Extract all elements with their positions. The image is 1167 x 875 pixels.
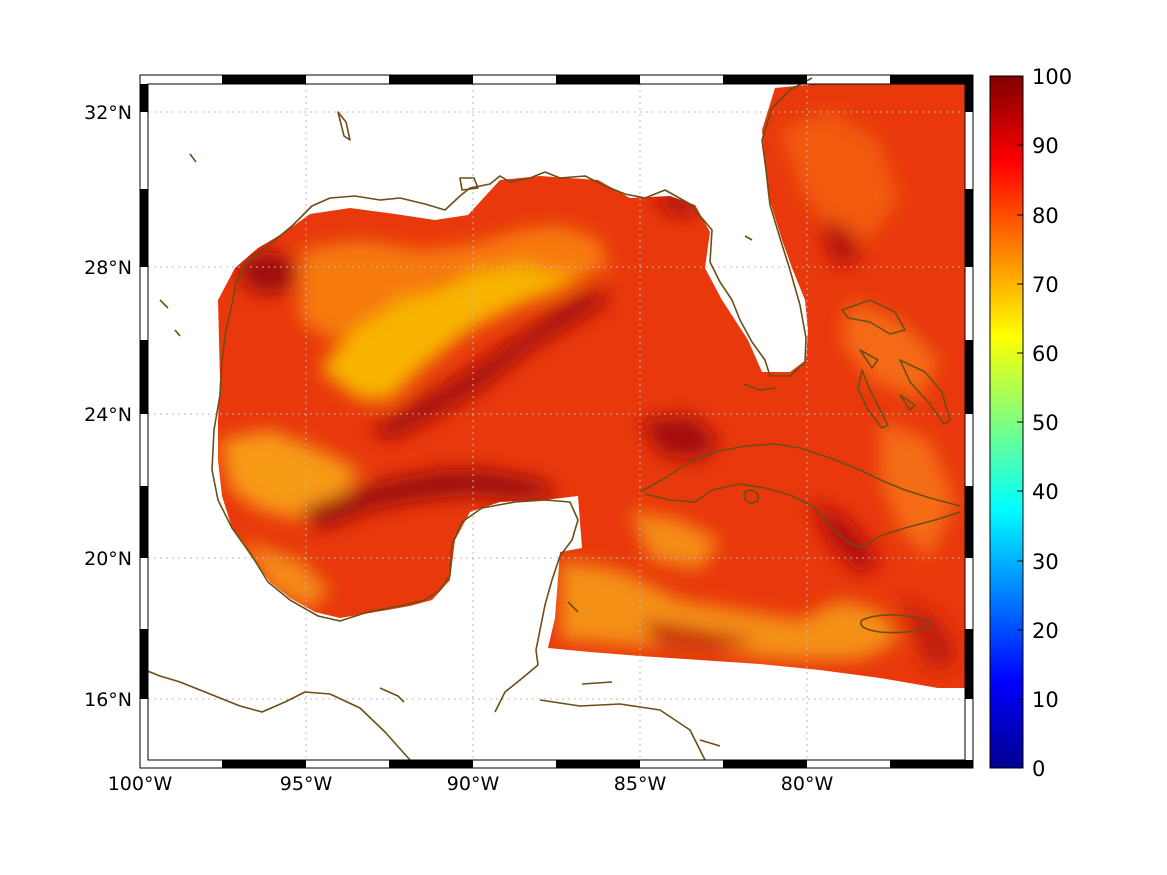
colorbar-tick-label: 60 [1032,342,1059,366]
colorbar-tick-label: 30 [1032,550,1059,574]
map-frame [139,74,974,769]
colorbar-tick-label: 10 [1032,688,1059,712]
lon-tick-label: 100°W [108,773,173,795]
lon-tick-labels: 100°W 95°W 90°W 85°W 80°W [108,773,834,795]
lat-tick-label: 24°N [84,404,132,426]
colorbar-ticks [1017,75,1023,769]
lon-tick-label: 95°W [280,773,333,795]
colorbar-tick-label: 0 [1032,757,1045,781]
colorbar-tick-label: 80 [1032,204,1059,228]
colorbar: 0 10 20 30 40 50 60 70 80 90 100 [989,65,1072,781]
lat-tick-label: 32°N [84,102,132,124]
lat-tick-label: 28°N [84,257,132,279]
data-field [218,84,965,688]
lat-tick-label: 16°N [84,689,132,711]
colorbar-tick-label: 20 [1032,619,1059,643]
colorbar-tick-label: 40 [1032,480,1059,504]
graticule [148,84,965,760]
lon-tick-label: 85°W [614,773,667,795]
coastline [139,77,961,761]
lat-tick-label: 20°N [84,548,132,570]
colorbar-tick-label: 50 [1032,411,1059,435]
colorbar-tick-label: 100 [1032,65,1072,89]
colorbar-tick-label: 70 [1032,273,1059,297]
lat-tick-labels: 32°N 28°N 24°N 20°N 16°N [84,102,132,711]
lon-tick-label: 80°W [781,773,834,795]
colorbar-tick-label: 90 [1032,134,1059,158]
lon-tick-label: 90°W [447,773,500,795]
